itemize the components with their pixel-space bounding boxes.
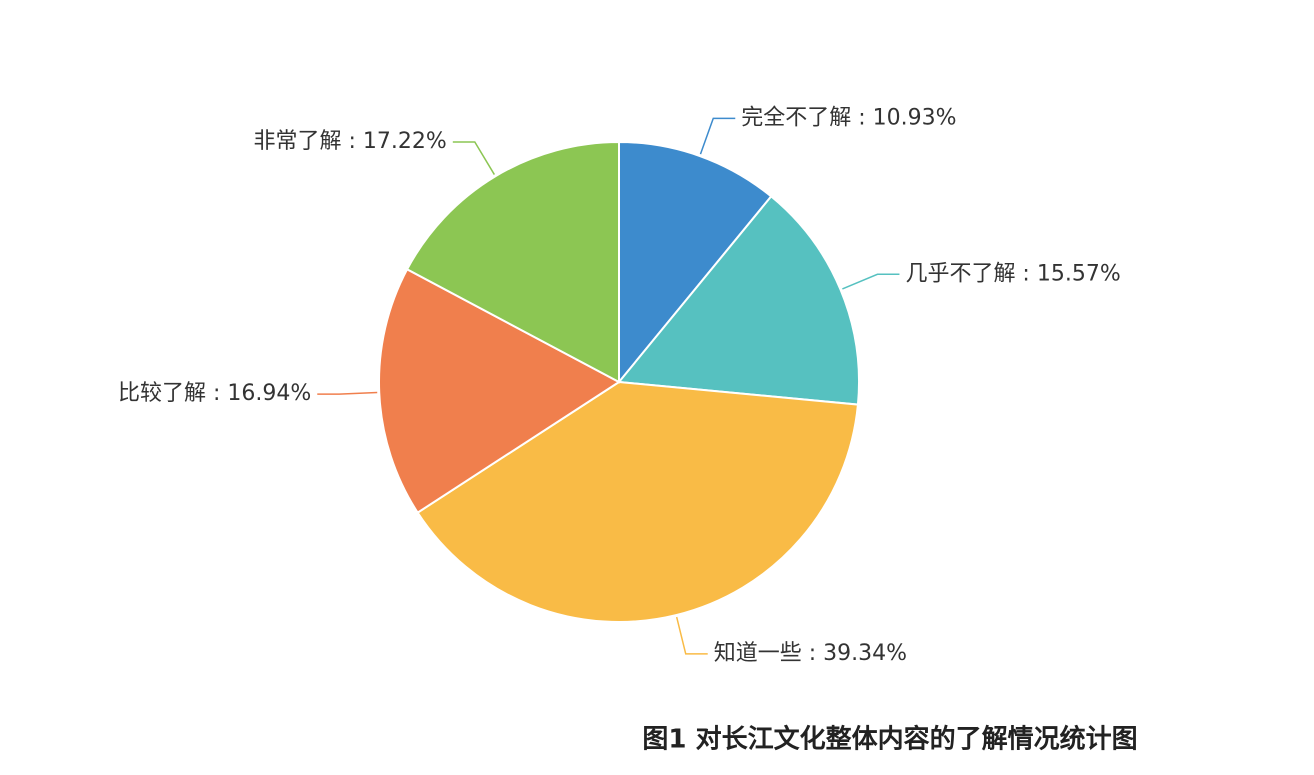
leader-line <box>317 391 378 395</box>
leader-line <box>452 141 496 175</box>
pie-slice <box>405 140 620 384</box>
leader-line <box>842 273 900 290</box>
data-label: 比较了解 : 16.94% <box>118 381 311 406</box>
pie-slice <box>618 140 773 385</box>
data-label: 非常了解 : 17.22% <box>254 129 447 154</box>
pie-slice <box>617 194 860 406</box>
data-label: 知道一些 : 39.34% <box>714 641 907 666</box>
chart-title: 图1 对长江文化整体内容的了解情况统计图 <box>642 724 1137 755</box>
data-label: 几乎不了解 : 15.57% <box>905 261 1120 286</box>
pie-slice <box>378 267 621 515</box>
leader-line <box>699 117 736 155</box>
leader-line <box>675 616 708 655</box>
data-label: 完全不了解 : 10.93% <box>741 105 956 130</box>
